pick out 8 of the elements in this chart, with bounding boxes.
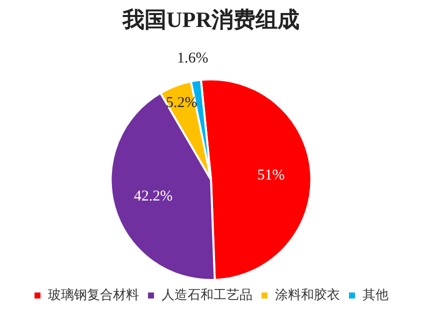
data-label: 51% (257, 167, 285, 184)
data-label: 42.2% (134, 188, 173, 204)
legend-label: 人造石和工艺品 (162, 286, 252, 302)
data-label: 1.6% (177, 50, 208, 67)
chart-title: 我国UPR消费组成 (121, 6, 300, 32)
legend-label: 涂料和胶衣 (275, 286, 340, 302)
legend-label: 玻璃钢复合材料 (48, 286, 139, 302)
legend-label: 其他 (362, 286, 388, 302)
